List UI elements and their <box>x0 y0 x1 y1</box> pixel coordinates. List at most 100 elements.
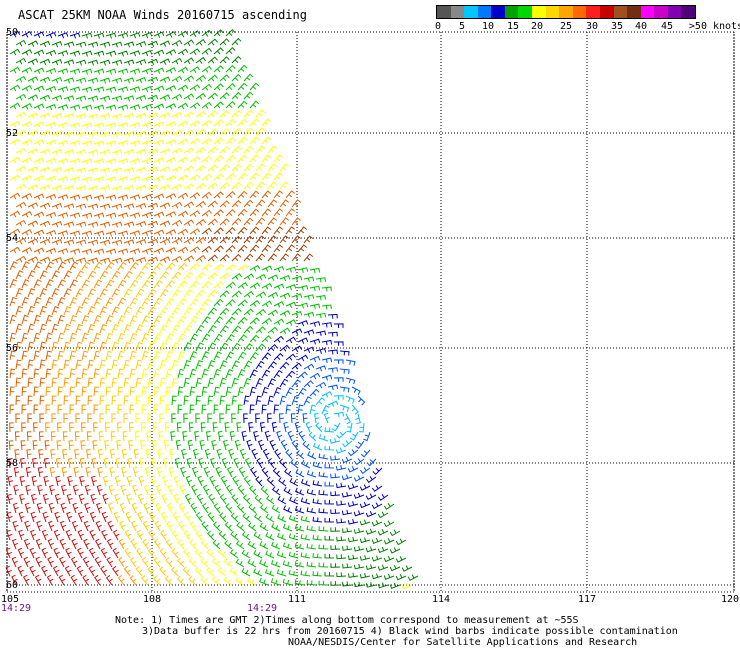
wind-barb <box>333 411 344 418</box>
wind-barb <box>226 466 234 478</box>
wind-barb <box>243 343 253 352</box>
wind-barb <box>177 174 189 182</box>
wind-barb <box>303 380 314 388</box>
wind-barb <box>93 104 105 111</box>
wind-barb <box>348 572 359 578</box>
wind-barb <box>171 548 179 559</box>
wind-barb <box>175 439 182 451</box>
wind-barb <box>147 148 159 156</box>
wind-barb <box>152 422 158 433</box>
wind-barb <box>23 556 30 568</box>
wind-barb <box>207 236 218 244</box>
wind-barb <box>315 312 327 319</box>
wind-barb <box>124 547 132 559</box>
wind-barb <box>279 235 290 244</box>
wind-barb <box>39 238 51 246</box>
wind-barb <box>201 29 212 37</box>
wind-barb <box>189 102 201 109</box>
wind-barb <box>225 386 232 397</box>
wind-barb <box>183 530 191 541</box>
wind-barb <box>321 322 332 328</box>
wind-barb <box>75 41 87 48</box>
wind-barb <box>99 306 108 316</box>
wind-barb <box>72 484 79 496</box>
wind-barb <box>39 270 48 280</box>
wind-barb <box>365 528 377 535</box>
wind-barb <box>276 569 287 577</box>
wind-barb <box>353 581 365 588</box>
wind-barb <box>57 194 69 201</box>
wind-barb <box>330 527 341 532</box>
wind-barb <box>306 561 317 568</box>
wind-barb <box>99 203 111 210</box>
wind-barb <box>273 318 285 326</box>
wind-barb <box>111 395 117 406</box>
wind-barb <box>183 147 195 155</box>
wind-barb <box>51 257 63 264</box>
wind-barb <box>141 247 153 255</box>
wind-barb <box>117 230 129 237</box>
wind-barb <box>98 431 104 442</box>
wind-barb <box>111 288 121 298</box>
wind-barb <box>95 520 102 532</box>
wind-barb <box>117 404 123 415</box>
wind-barb <box>291 235 302 244</box>
wind-barb <box>141 157 153 165</box>
wind-barb <box>24 520 31 532</box>
wind-barb <box>9 422 14 433</box>
wind-barb <box>237 118 248 127</box>
wind-barb <box>39 130 51 138</box>
wind-barb <box>147 166 159 174</box>
wind-barb <box>266 476 275 487</box>
wind-barb <box>124 529 132 541</box>
wind-barb <box>324 463 335 469</box>
wind-barb <box>285 370 296 379</box>
wind-barb <box>355 413 361 425</box>
wind-barb <box>135 566 143 577</box>
wind-barb <box>57 122 69 129</box>
wind-barb <box>348 554 359 561</box>
wind-barb <box>243 273 255 281</box>
wind-barb <box>93 230 105 237</box>
wind-barb <box>159 566 167 577</box>
wind-barb <box>130 520 138 532</box>
wind-barb <box>137 493 145 505</box>
wind-barb <box>9 314 17 325</box>
wind-barb <box>195 182 207 190</box>
wind-barb <box>363 431 371 442</box>
wind-barb <box>171 237 183 245</box>
wind-barb <box>249 264 261 272</box>
wind-barb <box>33 67 45 74</box>
wind-barb <box>75 167 87 174</box>
wind-barb <box>75 203 87 210</box>
wind-barb <box>207 200 218 208</box>
wind-barb <box>165 350 173 361</box>
wind-barb <box>57 158 69 165</box>
wind-barb <box>143 502 150 514</box>
wind-barb <box>94 574 101 586</box>
wind-barb <box>15 57 27 65</box>
wind-barb <box>15 201 27 209</box>
wind-barb <box>249 282 261 290</box>
wind-barb <box>231 235 242 244</box>
wind-barb <box>177 84 189 92</box>
wind-barb <box>297 244 308 253</box>
wind-barb <box>69 248 81 255</box>
note-line-3: NOAA/NESDIS/Center for Satellite Applica… <box>288 637 638 648</box>
wind-barb <box>45 368 52 379</box>
wind-barb <box>302 413 308 424</box>
wind-barb <box>21 175 33 182</box>
wind-barb <box>117 104 129 111</box>
wind-barb <box>217 567 227 577</box>
wind-barb <box>135 341 143 352</box>
wind-barb <box>237 299 248 307</box>
wind-barb <box>69 104 81 111</box>
wind-barb <box>57 86 69 93</box>
wind-barb <box>225 316 236 325</box>
wind-barb <box>177 30 189 38</box>
wind-barb <box>84 502 91 514</box>
wind-barb <box>330 563 341 568</box>
wind-barb <box>147 202 159 210</box>
wind-barb <box>224 521 233 532</box>
wind-barb <box>309 338 321 345</box>
